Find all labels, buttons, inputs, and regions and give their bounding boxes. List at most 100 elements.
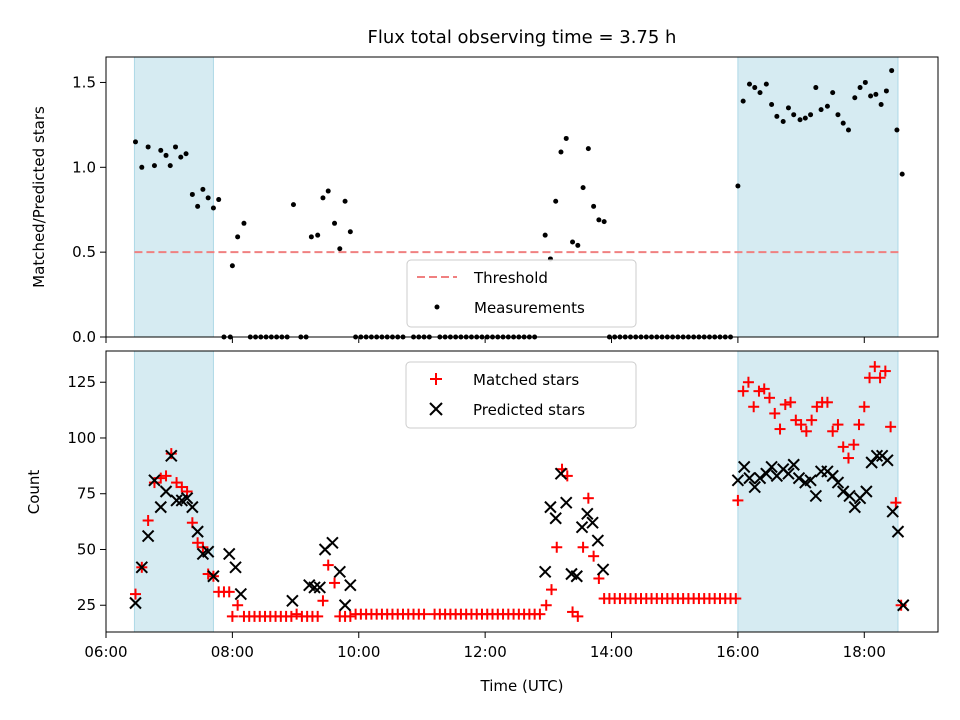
predicted-star-stroke-b <box>831 476 845 489</box>
measurement-point <box>570 239 576 245</box>
measurement-point <box>178 154 184 160</box>
matched-star-point <box>785 396 797 408</box>
x-tick-label: 14:00 <box>590 643 633 661</box>
matched-star-point <box>874 372 886 384</box>
bottom-legend-box <box>405 361 637 429</box>
top-legend-box <box>406 259 637 328</box>
matched-star-point <box>742 376 754 388</box>
legend-measurements-label: Measurements <box>474 299 585 317</box>
predicted-star-stroke-b <box>313 581 326 594</box>
y-tick-label: 75 <box>77 485 96 503</box>
predicted-star-point <box>170 494 183 507</box>
predicted-star-point <box>581 507 594 521</box>
matched-star-point <box>540 599 552 611</box>
measurement-point <box>785 105 791 111</box>
predicted-star-stroke-b <box>201 545 215 558</box>
matched-star-point <box>329 577 341 589</box>
predicted-star-point <box>201 545 215 558</box>
measurement-point <box>575 242 581 248</box>
matched-star-point <box>730 593 742 605</box>
predicted-star-stroke-b <box>743 471 756 485</box>
predicted-star-point <box>154 500 167 514</box>
measurement-point <box>580 185 586 191</box>
y-tick-label: 100 <box>67 429 96 447</box>
measurement-point <box>868 93 874 99</box>
predicted-star-point <box>191 525 204 538</box>
matched-star-point <box>148 477 160 489</box>
predicted-star-point <box>344 578 357 592</box>
y-tick-label: 0.0 <box>72 328 96 346</box>
predicted-star-stroke-b <box>191 525 204 538</box>
predicted-star-stroke-b <box>787 458 800 471</box>
matched-star-point <box>223 586 235 598</box>
measurement-point <box>332 220 338 226</box>
predicted-star-point <box>586 516 599 529</box>
x-axis-label: Time (UTC) <box>480 677 564 695</box>
predicted-star-point <box>826 469 839 483</box>
matched-star-point <box>864 372 876 384</box>
predicted-star-stroke-b <box>154 500 167 514</box>
y-tick-label: 0.5 <box>72 243 96 261</box>
predicted-star-stroke-b <box>229 561 242 574</box>
predicted-star-stroke-b <box>344 578 357 592</box>
predicted-star-point <box>308 581 321 594</box>
legend-predicted-swatch <box>429 402 443 416</box>
predicted-star-stroke-b <box>141 529 155 543</box>
predicted-star-point <box>596 563 610 576</box>
predicted-star-stroke-b <box>804 474 817 487</box>
measurement-point <box>840 120 846 126</box>
predicted-star-stroke-b <box>207 570 220 583</box>
predicted-star-point <box>560 496 573 509</box>
observing-window-band <box>133 350 214 633</box>
predicted-star-point <box>804 474 817 487</box>
matched-star-point <box>858 401 870 413</box>
measurement-point <box>183 151 189 157</box>
predicted-star-stroke-b <box>538 565 552 578</box>
matched-star-point <box>160 470 172 482</box>
predicted-star-stroke-b <box>308 581 321 594</box>
predicted-star-point <box>186 500 199 514</box>
measurement-point <box>315 232 321 238</box>
predicted-star-point <box>234 587 248 601</box>
x-tick-label: 18:00 <box>843 643 886 661</box>
matched-star-point <box>848 439 860 451</box>
predicted-star-stroke-b <box>554 467 568 480</box>
predicted-star-stroke-b <box>591 534 605 547</box>
predicted-star-stroke-b <box>549 512 562 525</box>
predicted-star-stroke-b <box>843 489 856 503</box>
top-y-ticks: 0.0 0.5 1.0 1.5 <box>72 73 106 346</box>
predicted-star-stroke-b <box>234 587 248 601</box>
measurement-point <box>558 149 564 155</box>
predicted-star-stroke-b <box>826 469 839 483</box>
predicted-star-point <box>338 599 352 612</box>
predicted-star-stroke-b <box>891 525 905 538</box>
matched-star-point <box>317 595 329 607</box>
measurement-point <box>735 183 741 189</box>
matched-star-point <box>821 396 833 408</box>
measurement-point <box>780 118 786 124</box>
measurement-point <box>308 234 314 240</box>
matched-star-point <box>285 610 297 622</box>
predicted-star-point <box>848 500 862 514</box>
matched-star-point <box>344 610 356 622</box>
predicted-star-stroke-b <box>338 599 352 612</box>
bottom-y-axis-label: Count <box>25 470 43 515</box>
measurement-point <box>325 188 331 194</box>
measurement-point <box>774 113 780 119</box>
matched-star-point <box>758 383 770 395</box>
predicted-star-stroke-b <box>586 516 599 529</box>
predicted-star-stroke-b <box>286 594 299 607</box>
top-legend: Threshold Measurements <box>406 259 637 328</box>
matched-star-point <box>890 497 902 509</box>
measurement-point <box>757 90 763 96</box>
measurement-point <box>151 163 157 169</box>
measurement-point <box>563 135 569 141</box>
predicted-star-point <box>743 471 756 485</box>
legend-matched-label: Matched stars <box>473 371 579 389</box>
predicted-star-point <box>897 599 910 612</box>
y-tick-label: 50 <box>77 540 96 558</box>
predicted-star-point <box>782 467 795 480</box>
measurement-point <box>769 102 775 108</box>
measurement-point <box>857 85 863 91</box>
measurement-point <box>824 103 830 109</box>
